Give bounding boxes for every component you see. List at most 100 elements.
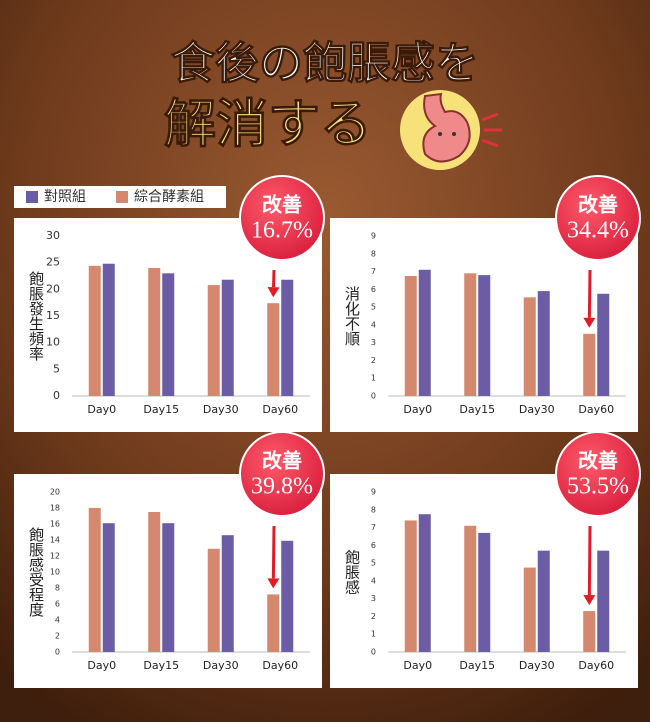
x-tick-label: Day15 <box>143 659 179 672</box>
y-tick-label: 4 <box>371 576 376 585</box>
bar <box>583 333 596 396</box>
title-line2: 解消する <box>164 95 372 155</box>
badge-value: 39.8% <box>251 474 313 500</box>
arrow <box>587 269 592 318</box>
y-tick-label: 18 <box>50 504 60 513</box>
x-tick-label: Day60 <box>262 659 298 672</box>
x-tick-label: Day30 <box>203 403 239 416</box>
x-tick-label: Day0 <box>403 659 432 672</box>
bar <box>221 279 234 396</box>
bar <box>464 273 477 396</box>
y-tick-label: 2 <box>371 612 376 621</box>
x-tick-label: Day15 <box>143 403 179 416</box>
title-line1: 食後の飽脹感を <box>171 38 479 89</box>
badge <box>239 431 325 517</box>
y-tick-label: 3 <box>371 594 376 603</box>
legend-label: 對照組 <box>44 189 86 205</box>
arrow-head <box>267 287 280 298</box>
badge-value: 16.7% <box>251 218 313 244</box>
badge-label: 改善 <box>262 449 302 473</box>
bar <box>404 520 417 652</box>
y-axis-label: 飽脹感 <box>343 550 361 595</box>
x-tick-label: Day60 <box>578 659 614 672</box>
bar <box>221 535 234 652</box>
bar <box>102 263 115 396</box>
x-tick-label: Day30 <box>519 659 555 672</box>
bar <box>597 550 610 652</box>
bar <box>162 273 175 396</box>
arrow-head <box>267 578 280 589</box>
bar <box>207 548 220 652</box>
bar <box>148 512 161 652</box>
bar <box>583 611 596 652</box>
x-tick-label: Day60 <box>262 403 298 416</box>
y-tick-label: 9 <box>371 232 376 241</box>
bar <box>267 594 280 652</box>
badge <box>555 175 641 261</box>
y-tick-label: 4 <box>55 616 60 625</box>
y-tick-label: 2 <box>55 632 60 641</box>
y-tick-label: 10 <box>46 336 60 349</box>
bar <box>162 523 175 652</box>
y-tick-label: 15 <box>46 309 60 322</box>
y-tick-label: 10 <box>50 568 60 577</box>
bar <box>464 525 477 652</box>
y-tick-label: 6 <box>55 600 60 609</box>
y-axis-label: 飽脹發生頻率 <box>27 271 45 361</box>
bar <box>418 269 431 396</box>
y-tick-label: 4 <box>371 320 376 329</box>
bar <box>537 550 550 652</box>
y-tick-label: 8 <box>371 505 376 514</box>
bar <box>148 268 161 396</box>
y-tick-label: 9 <box>371 488 376 497</box>
x-tick-label: Day15 <box>459 659 495 672</box>
y-tick-label: 0 <box>53 389 60 402</box>
y-tick-label: 8 <box>55 584 60 593</box>
x-tick-label: Day30 <box>519 403 555 416</box>
bar <box>418 514 431 652</box>
y-tick-label: 14 <box>50 536 60 545</box>
y-tick-label: 0 <box>371 392 376 401</box>
y-tick-label: 5 <box>53 362 60 375</box>
y-tick-label: 6 <box>371 285 376 294</box>
y-axis-label: 消化不順 <box>343 286 361 346</box>
bar <box>281 279 294 396</box>
badge-label: 改善 <box>578 449 618 473</box>
y-tick-label: 7 <box>371 267 376 276</box>
x-tick-label: Day30 <box>203 659 239 672</box>
legend-label: 綜合酵素組 <box>134 189 204 205</box>
y-tick-label: 20 <box>46 282 60 295</box>
bar <box>597 293 610 396</box>
y-tick-label: 25 <box>46 256 60 269</box>
y-tick-label: 6 <box>371 541 376 550</box>
badge <box>239 175 325 261</box>
arrow-head <box>583 595 596 606</box>
badge-label: 改善 <box>578 193 618 217</box>
y-tick-label: 1 <box>371 630 376 639</box>
bar <box>207 285 220 396</box>
y-tick-label: 20 <box>50 488 60 497</box>
badge <box>555 431 641 517</box>
bar <box>523 567 536 652</box>
y-tick-label: 3 <box>371 338 376 347</box>
y-tick-label: 2 <box>371 356 376 365</box>
arrow <box>587 525 592 596</box>
bar <box>102 523 115 652</box>
x-tick-label: Day0 <box>403 403 432 416</box>
arrow <box>271 525 276 579</box>
bar <box>523 297 536 396</box>
bar <box>478 275 491 396</box>
stomach-icon <box>400 90 502 170</box>
y-tick-label: 5 <box>371 559 376 568</box>
bar <box>404 276 417 396</box>
y-tick-label: 12 <box>50 552 60 561</box>
y-tick-label: 0 <box>371 648 376 657</box>
y-tick-label: 7 <box>371 523 376 532</box>
bar <box>88 508 101 652</box>
badge-value: 34.4% <box>567 218 629 244</box>
bar <box>88 265 101 396</box>
x-tick-label: Day0 <box>87 659 116 672</box>
y-tick-label: 0 <box>55 648 60 657</box>
bar <box>267 303 280 396</box>
